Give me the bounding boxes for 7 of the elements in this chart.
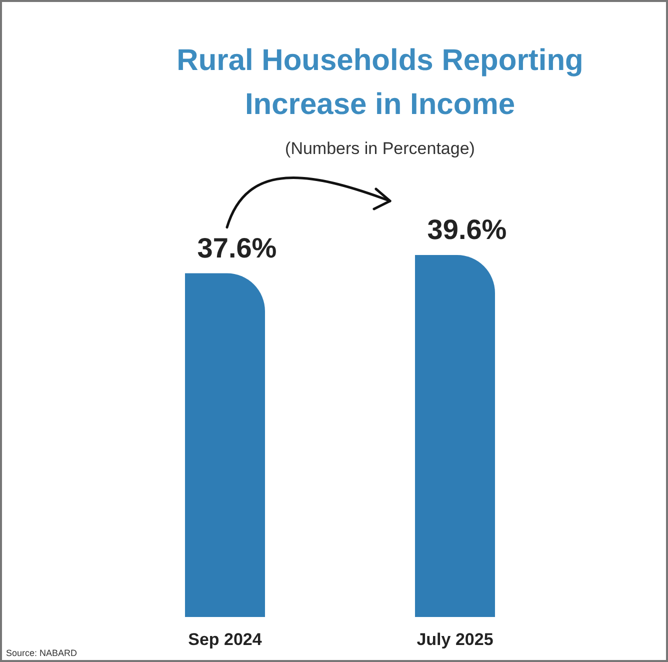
data-label: 37.6% (197, 232, 277, 264)
source-note: Source: NABARD (6, 648, 78, 658)
chart-title: Rural Households Reporting Increase in Income (176, 44, 584, 121)
x-tick-label: Sep 2024 (188, 630, 262, 649)
x-tick-label: July 2025 (416, 630, 494, 649)
data-label: 39.6% (427, 214, 507, 245)
chart-subtitle: (Numbers in Percentage) (285, 139, 475, 158)
